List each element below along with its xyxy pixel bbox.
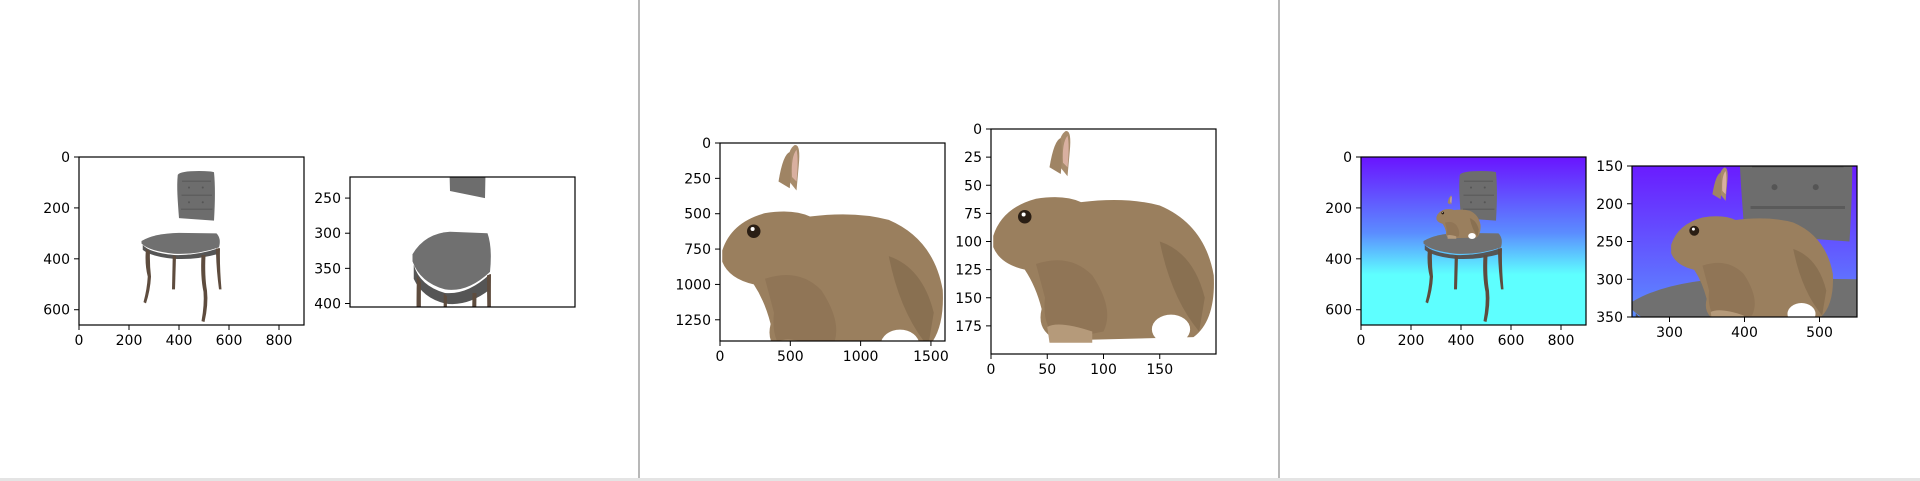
x-tick-label: 400 bbox=[1731, 325, 1758, 341]
y-tick-label: 100 bbox=[955, 235, 982, 251]
x-tick-label: 50 bbox=[1038, 362, 1056, 378]
y-tick-label: 0 bbox=[61, 150, 70, 166]
y-tick-label: 200 bbox=[1596, 197, 1623, 213]
y-tick-label: 250 bbox=[684, 171, 711, 187]
bottom-border bbox=[0, 478, 1920, 481]
y-tick-label: 175 bbox=[955, 319, 982, 335]
y-tick-label: 500 bbox=[684, 207, 711, 223]
x-tick-label: 300 bbox=[1656, 325, 1683, 341]
y-tick-label: 750 bbox=[684, 242, 711, 258]
x-tick-label: 800 bbox=[266, 333, 293, 349]
y-tick-label: 75 bbox=[964, 206, 982, 222]
chair-crop-image: 250 300 350 400 bbox=[314, 176, 576, 312]
y-tick-label: 250 bbox=[314, 191, 341, 207]
y-tick-label: 400 bbox=[1325, 252, 1352, 268]
rabbit-full-image: 0 500 1000 1500 0 250 500 750 1000 1250 bbox=[675, 136, 948, 365]
x-tick-label: 500 bbox=[1806, 325, 1833, 341]
y-tick-label: 300 bbox=[314, 226, 341, 242]
chair-full-image-frame bbox=[78, 156, 305, 326]
x-tick-label: 200 bbox=[1398, 333, 1425, 349]
x-tick-label: 0 bbox=[75, 333, 84, 349]
y-tick-label: 200 bbox=[43, 201, 70, 217]
composite-full-image-pixels bbox=[1361, 157, 1586, 325]
x-tick-label: 500 bbox=[777, 349, 804, 365]
y-tick-label: 0 bbox=[702, 136, 711, 152]
x-tick-label: 600 bbox=[1498, 333, 1525, 349]
composite-full-image: 0 200 400 600 800 0 200 400 600 bbox=[1325, 150, 1587, 349]
rabbit-small-image: 0 50 100 150 0 25 50 75 100 125 150 175 bbox=[955, 122, 1217, 378]
composite-crop-image-pixels bbox=[1632, 166, 1857, 317]
chair-crop-image-frame bbox=[349, 176, 576, 308]
x-tick-label: 150 bbox=[1146, 362, 1173, 378]
y-tick-label: 0 bbox=[973, 122, 982, 138]
y-tick-label: 350 bbox=[314, 261, 341, 277]
x-tick-label: 400 bbox=[166, 333, 193, 349]
y-tick-label: 300 bbox=[1596, 272, 1623, 288]
chair-full-image-pixels bbox=[79, 157, 304, 325]
x-tick-label: 200 bbox=[116, 333, 143, 349]
composite-crop-image: 300 400 500 150 200 250 300 350 bbox=[1596, 159, 1858, 341]
x-tick-label: 0 bbox=[987, 362, 996, 378]
x-tick-label: 400 bbox=[1448, 333, 1475, 349]
panel-divider-right[interactable] bbox=[1278, 0, 1280, 481]
x-tick-label: 0 bbox=[716, 349, 725, 365]
y-tick-label: 50 bbox=[964, 178, 982, 194]
rabbit-full-image-frame bbox=[719, 142, 946, 342]
x-tick-label: 0 bbox=[1357, 333, 1366, 349]
y-tick-label: 250 bbox=[1596, 235, 1623, 251]
y-tick-label: 600 bbox=[43, 303, 70, 319]
chair-crop-image-pixels bbox=[350, 177, 575, 307]
x-tick-label: 600 bbox=[216, 333, 243, 349]
y-tick-label: 150 bbox=[1596, 159, 1623, 175]
y-tick-label: 1250 bbox=[675, 313, 711, 329]
rabbit-small-image-pixels bbox=[991, 129, 1216, 354]
x-tick-label: 800 bbox=[1548, 333, 1575, 349]
y-tick-label: 350 bbox=[1596, 310, 1623, 326]
y-tick-label: 25 bbox=[964, 150, 982, 166]
y-tick-label: 1000 bbox=[675, 277, 711, 293]
y-tick-label: 600 bbox=[1325, 303, 1352, 319]
rabbit-full-image-pixels bbox=[720, 143, 945, 341]
y-tick-label: 400 bbox=[314, 296, 341, 312]
chair-full-image: 0 200 400 600 800 0 200 400 600 bbox=[43, 150, 305, 349]
y-tick-label: 0 bbox=[1343, 150, 1352, 166]
composite-full-image-frame bbox=[1360, 156, 1587, 326]
x-tick-label: 100 bbox=[1090, 362, 1117, 378]
y-tick-label: 125 bbox=[955, 263, 982, 279]
y-tick-label: 200 bbox=[1325, 201, 1352, 217]
y-tick-label: 400 bbox=[43, 252, 70, 268]
x-tick-label: 1500 bbox=[913, 349, 949, 365]
y-tick-label: 150 bbox=[955, 291, 982, 307]
x-tick-label: 1000 bbox=[843, 349, 879, 365]
panel-divider-left[interactable] bbox=[638, 0, 640, 481]
